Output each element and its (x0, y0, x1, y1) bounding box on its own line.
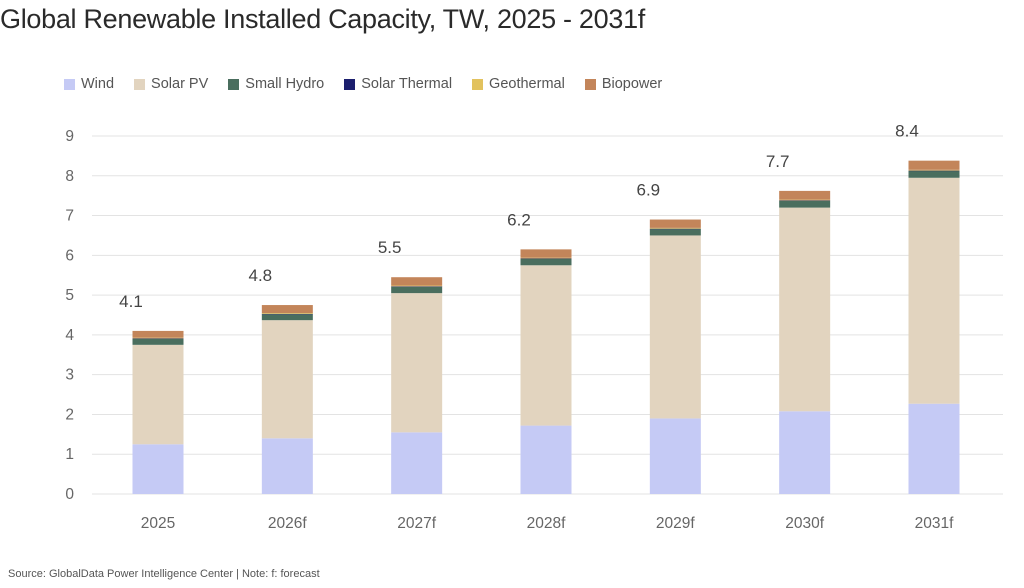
bar-segment-solar-thermal (520, 258, 572, 260)
y-tick-label: 7 (65, 208, 74, 225)
bar-segment-solar-pv (391, 293, 443, 433)
total-label: 6.9 (637, 181, 661, 200)
bar-segment-solar-thermal (132, 338, 184, 339)
legend-item-solar-pv: Solar PV (134, 76, 208, 92)
bar-segment-biopower (779, 190, 831, 200)
y-tick-label: 0 (65, 486, 74, 503)
legend-item-geothermal: Geothermal (472, 76, 565, 92)
legend-item-solar-thermal: Solar Thermal (344, 76, 452, 92)
bar-segment-wind (520, 425, 572, 494)
bar-segment-solar-thermal (391, 286, 443, 287)
legend-item-biopower: Biopower (584, 76, 663, 92)
bar-segment-biopower (520, 249, 572, 258)
bar-segment-small-hydro (908, 171, 960, 178)
bar-segment-solar-pv (779, 207, 831, 412)
bar-segment-wind (132, 444, 184, 494)
bar-segment-solar-pv (132, 344, 184, 445)
legend-swatch (64, 78, 75, 90)
bar-segment-geothermal (779, 199, 831, 201)
total-label: 8.4 (895, 122, 919, 141)
y-tick-label: 4 (65, 327, 74, 344)
chart-title: Global Renewable Installed Capacity, TW,… (0, 4, 645, 34)
legend-label: Biopower (601, 76, 663, 92)
legend-swatch (134, 78, 146, 90)
bar-segment-small-hydro (779, 200, 831, 208)
total-label: 4.1 (119, 292, 143, 311)
bar-segment-solar-thermal (261, 313, 313, 315)
y-tick-label: 3 (65, 367, 74, 384)
legend-label: Wind (81, 76, 115, 92)
total-label: 4.8 (249, 266, 273, 285)
bar-segment-biopower (261, 305, 313, 314)
legend-item-wind: Wind (64, 76, 114, 92)
bar-segment-small-hydro (261, 314, 313, 321)
x-tick-label: 2030f (785, 515, 824, 532)
bar-segment-geothermal (649, 227, 701, 229)
bar-segment-geothermal (520, 257, 572, 259)
legend-swatch (584, 78, 596, 90)
bar-segment-biopower (649, 219, 701, 228)
bar-segment-geothermal (391, 285, 443, 287)
chart-legend: Wind Solar PV Small Hydro Solar Thermal Geot… (64, 76, 682, 92)
legend-swatch (344, 78, 356, 90)
y-tick-label: 1 (65, 446, 74, 463)
legend-label: Geothermal (489, 76, 565, 92)
bar-segment-biopower (391, 277, 443, 286)
bar-segment-solar-thermal (908, 170, 960, 172)
bar-segment-small-hydro (649, 229, 701, 236)
bar-segment-geothermal (908, 169, 960, 171)
total-label: 7.7 (766, 152, 790, 171)
bar-segment-wind (908, 403, 960, 494)
legend-swatch (472, 78, 484, 90)
bar-segment-solar-pv (649, 235, 701, 419)
bar-segment-biopower (132, 330, 184, 338)
legend-label: Solar Thermal (361, 76, 453, 92)
x-tick-label: 2026f (268, 515, 307, 532)
bar-segment-solar-pv (520, 265, 572, 426)
bar-segment-solar-pv (261, 320, 313, 439)
bar-segment-small-hydro (132, 338, 184, 345)
bar-segment-small-hydro (391, 286, 443, 294)
y-tick-label: 2 (65, 406, 74, 423)
x-tick-label: 2031f (915, 515, 954, 532)
total-label: 5.5 (378, 238, 402, 257)
y-tick-label: 9 (65, 128, 74, 145)
bar-segment-geothermal (132, 337, 184, 339)
x-tick-label: 2025 (141, 515, 175, 532)
bar-segment-solar-thermal (649, 228, 701, 230)
legend-label: Solar PV (151, 76, 209, 92)
x-tick-label: 2029f (656, 515, 695, 532)
bar-segment-small-hydro (520, 258, 572, 266)
legend-item-small-hydro: Small Hydro (228, 76, 324, 92)
bar-segment-wind (391, 432, 443, 494)
bar-segment-biopower (908, 160, 960, 170)
legend-swatch (228, 78, 240, 90)
y-tick-label: 6 (65, 247, 74, 264)
y-tick-label: 5 (65, 287, 74, 304)
bar-segment-wind (261, 438, 313, 494)
total-label: 6.2 (507, 210, 531, 229)
bar-segment-wind (649, 418, 701, 494)
legend-label: Small Hydro (245, 76, 325, 92)
bar-segment-solar-pv (908, 177, 960, 404)
bar-segment-wind (779, 411, 831, 494)
x-tick-label: 2027f (397, 515, 436, 532)
y-tick-label: 8 (65, 168, 74, 185)
source-note: Source: GlobalData Power Intelligence Ce… (8, 568, 320, 580)
bar-segment-geothermal (261, 313, 313, 314)
x-tick-label: 2028f (527, 515, 566, 532)
bar-segment-solar-thermal (779, 200, 831, 201)
